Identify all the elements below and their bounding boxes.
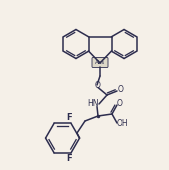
Text: F: F — [66, 113, 72, 122]
FancyBboxPatch shape — [92, 57, 108, 67]
Text: O: O — [117, 98, 123, 107]
Text: O: O — [118, 86, 124, 95]
Text: Abs: Abs — [95, 60, 105, 65]
Text: HN: HN — [88, 99, 99, 108]
Text: OH: OH — [117, 120, 128, 129]
Text: O: O — [95, 81, 101, 90]
Text: F: F — [66, 154, 72, 163]
